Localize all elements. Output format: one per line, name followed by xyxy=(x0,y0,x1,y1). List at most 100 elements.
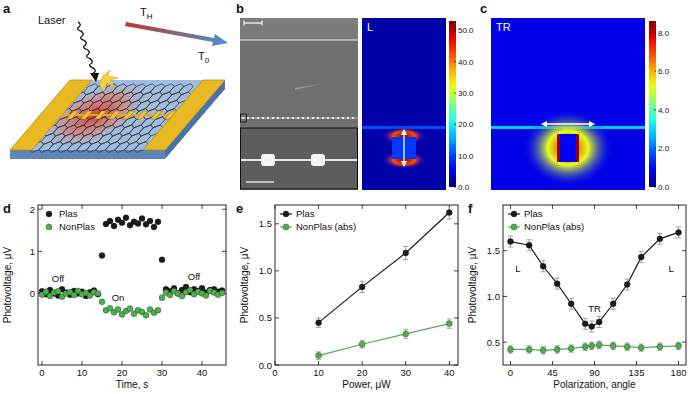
legend-marker xyxy=(511,224,517,230)
error-bar-cap xyxy=(676,237,681,238)
y-tick xyxy=(38,251,42,252)
x-tick xyxy=(318,361,319,365)
legend-label: Plas xyxy=(296,208,315,219)
error-bar-cap xyxy=(403,338,408,339)
x-tick xyxy=(122,361,123,365)
error-bar xyxy=(589,342,594,349)
data-point xyxy=(507,239,513,245)
sem-antenna-line xyxy=(240,118,358,119)
error-bar-cap xyxy=(625,290,630,291)
x-tick xyxy=(449,361,450,365)
error-bar xyxy=(625,343,630,350)
y-tick xyxy=(275,270,279,271)
colorbar-tick xyxy=(654,32,656,33)
error-bar-cap xyxy=(555,353,560,354)
polarization-label: TR xyxy=(496,21,511,33)
error-bar-cap xyxy=(403,246,408,247)
x-tick xyxy=(162,205,163,209)
error-bar-cap xyxy=(569,298,574,299)
substrate-top xyxy=(8,80,225,153)
error-bar-cap xyxy=(676,349,681,350)
error-bar-cap xyxy=(316,327,321,328)
antenna xyxy=(137,111,149,119)
error-bar-cap xyxy=(676,342,681,343)
data-point xyxy=(610,343,616,349)
error-bar-cap xyxy=(508,353,513,354)
x-tick xyxy=(678,205,679,209)
data-point xyxy=(676,229,682,235)
sem-antenna xyxy=(297,117,299,119)
y-tick-label: 0.5 xyxy=(259,312,272,323)
error-bar xyxy=(541,261,546,272)
sem-inset-line xyxy=(241,159,357,161)
x-tick xyxy=(318,205,319,209)
y-tick xyxy=(682,250,686,251)
y-tick xyxy=(503,342,507,343)
plot-frame xyxy=(503,205,686,365)
data-point xyxy=(540,347,546,353)
annotation: L xyxy=(668,263,673,274)
legend-marker xyxy=(283,211,289,217)
field-hotspot xyxy=(557,134,560,162)
error-bar xyxy=(403,246,408,259)
x-tick xyxy=(362,361,363,365)
error-bar-cap xyxy=(360,340,365,341)
field-map-body xyxy=(362,18,446,190)
error-bar xyxy=(527,240,532,251)
x-tick xyxy=(42,361,43,365)
x-tick-label: 10 xyxy=(77,367,88,378)
x-tick xyxy=(162,361,163,365)
colorbar-tick xyxy=(454,93,456,94)
sem-antenna xyxy=(352,117,354,119)
sem-antenna xyxy=(262,117,264,119)
error-bar xyxy=(597,317,602,328)
x-tick-label: 40 xyxy=(444,367,455,378)
x-axis-label: Power, μW xyxy=(342,379,391,390)
data-point xyxy=(589,343,595,349)
data-point xyxy=(610,301,616,307)
data-point xyxy=(568,301,574,307)
colorbar-tick xyxy=(454,30,456,31)
error-bar-cap xyxy=(657,350,662,351)
panel-letter: b xyxy=(236,1,244,16)
figure: abcdefLaserTHT0L0.010.020.030.040.050.0T… xyxy=(0,0,690,394)
colorbar-label: 6.0 xyxy=(658,67,670,76)
data-point xyxy=(159,257,165,263)
error-bar-cap xyxy=(589,349,594,350)
x-tick xyxy=(405,361,406,365)
chart: 010203040012PlasNonPlasOffOnOffTime, sPh… xyxy=(2,204,226,390)
error-bar-cap xyxy=(639,351,644,352)
sem-antenna xyxy=(282,117,284,119)
y-tick xyxy=(38,209,42,210)
sem-antenna xyxy=(327,117,329,119)
y-tick xyxy=(275,223,279,224)
arrow-head xyxy=(401,161,407,167)
error-bar-cap xyxy=(589,332,594,333)
error-bar xyxy=(569,345,574,352)
colorbar-label: 40.0 xyxy=(458,58,474,67)
y-tick-label: 1 xyxy=(30,246,35,257)
antenna xyxy=(165,111,177,119)
error-bar-cap xyxy=(583,350,588,351)
x-axis-label: Time, s xyxy=(116,379,148,390)
error-bar-cap xyxy=(527,353,532,354)
chart: 0102030400.00.51.01.5PlasNonPlas (abs)Po… xyxy=(239,205,458,390)
sem-antenna xyxy=(342,117,344,119)
x-axis-label: Polarization, angle xyxy=(553,379,636,390)
temperature-arrow xyxy=(125,22,228,46)
sem-inset-antenna xyxy=(311,154,325,166)
antenna xyxy=(151,111,163,119)
subscript: H xyxy=(147,12,153,21)
antenna xyxy=(109,111,121,119)
error-bar-cap xyxy=(541,354,546,355)
error-bar-cap xyxy=(316,359,321,360)
panel-letter: e xyxy=(236,201,243,216)
data-point xyxy=(582,344,588,350)
error-bar-cap xyxy=(541,346,546,347)
y-tick-label: 1.5 xyxy=(259,218,272,229)
error-bar xyxy=(676,342,681,349)
data-point xyxy=(403,331,409,337)
x-tick-label: 30 xyxy=(157,367,168,378)
field-map: L0.010.020.030.040.050.0 xyxy=(362,18,474,192)
y-tick-label: 0 xyxy=(30,288,35,299)
